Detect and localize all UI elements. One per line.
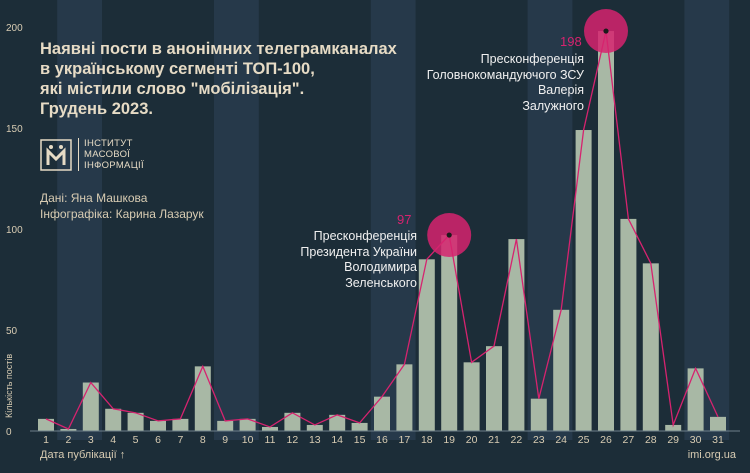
credits-data: Дані: Яна Машкова	[40, 191, 148, 205]
bar-day-29	[665, 424, 682, 431]
y-axis-title: Кількість постів	[4, 353, 14, 418]
peak-label-zaluzhny: 198	[560, 34, 582, 49]
x-axis-title: Дата публікації ↑	[40, 449, 125, 461]
bar-day-31	[710, 416, 726, 431]
bar-day-14	[329, 414, 346, 431]
x-tick-label: 19	[443, 434, 455, 446]
x-axis-ticks: 1 2 3 4 5 6 7 8 9 10 11 12 13 14 15 16 17 18 19 20 21 22 23 24 2…	[43, 434, 724, 446]
y-axis-ticks: 0 50 100 150 200	[6, 23, 23, 438]
x-tick-label: 25	[578, 434, 590, 446]
y-tick-label: 150	[6, 124, 23, 135]
bar-day-26	[598, 31, 614, 431]
y-tick-label: 200	[6, 23, 23, 34]
weekend-band-2	[214, 0, 259, 440]
x-tick-label: 18	[421, 434, 433, 446]
bar-day-30	[687, 368, 704, 431]
x-tick-label: 27	[623, 434, 635, 446]
annotation-zelensky: Пресконференція Президента України Волод…	[300, 229, 417, 290]
x-tick-label: 29	[667, 434, 679, 446]
x-tick-label: 4	[110, 434, 116, 446]
bar-day-5	[127, 412, 144, 431]
x-tick-label: 26	[600, 434, 612, 446]
x-tick-label: 8	[200, 434, 206, 446]
bar-day-13	[306, 424, 323, 431]
bar-day-23	[530, 398, 547, 431]
bar-day-12	[284, 412, 301, 431]
x-tick-label: 13	[309, 434, 321, 446]
x-tick-label: 21	[488, 434, 500, 446]
weekend-band-1	[57, 0, 102, 440]
bar-day-4	[105, 408, 122, 431]
bar-day-9	[217, 420, 234, 431]
x-tick-label: 15	[354, 434, 366, 446]
bar-day-25	[575, 130, 592, 431]
y-tick-label: 0	[6, 427, 12, 438]
x-tick-label: 7	[177, 434, 183, 446]
bar-day-10	[239, 418, 256, 431]
peak-highlights	[427, 9, 628, 258]
bar-day-6	[150, 420, 166, 431]
x-tick-label: 2	[65, 434, 71, 446]
x-tick-label: 22	[511, 434, 523, 446]
x-tick-label: 3	[88, 434, 94, 446]
logo-text: Інститут масової інформації	[78, 138, 144, 171]
bar-day-20	[463, 362, 480, 431]
bars	[38, 31, 726, 431]
x-tick-label: 30	[690, 434, 702, 446]
x-tick-label: 10	[242, 434, 254, 446]
x-tick-label: 6	[155, 434, 161, 446]
credits-infographic: Інфографіка: Карина Лазарук	[40, 207, 204, 221]
bar-day-28	[642, 263, 659, 431]
weekend-bands	[57, 0, 730, 440]
x-tick-label: 9	[222, 434, 228, 446]
bar-day-18	[418, 259, 435, 431]
x-tick-label: 20	[466, 434, 478, 446]
bar-day-3	[82, 382, 99, 431]
bar-day-2	[60, 428, 77, 431]
annotation-zaluzhny: Пресконференція Головнокомандуючого ЗСУ …	[426, 52, 584, 113]
x-tick-label: 24	[555, 434, 567, 446]
imi-logo-icon	[40, 138, 72, 171]
x-tick-label: 5	[133, 434, 139, 446]
x-tick-label: 23	[533, 434, 545, 446]
peak-label-zelensky: 97	[397, 212, 412, 227]
x-tick-label: 16	[376, 434, 388, 446]
bar-day-1	[38, 418, 54, 431]
bar-day-19	[441, 235, 458, 431]
x-tick-label: 28	[645, 434, 657, 446]
arrow-up-icon: ↑	[119, 449, 126, 461]
x-tick-label: 31	[712, 434, 724, 446]
bar-day-16	[374, 396, 390, 431]
x-tick-label: 11	[265, 434, 276, 446]
bar-day-22	[508, 239, 525, 431]
bar-day-11	[262, 426, 278, 431]
y-tick-label: 100	[6, 225, 23, 236]
peak-dot-zelensky	[446, 232, 452, 238]
bar-day-17	[396, 364, 413, 431]
x-tick-label: 1	[43, 434, 49, 446]
source-url: imi.org.ua	[687, 449, 736, 461]
bar-day-21	[486, 346, 502, 431]
weekend-band-5	[684, 0, 730, 440]
bar-day-27	[620, 218, 637, 431]
x-tick-label: 14	[331, 434, 343, 446]
logo: Інститут масової інформації	[40, 138, 144, 171]
peak-dot-zaluzhny	[603, 28, 609, 34]
x-tick-label: 12	[287, 434, 299, 446]
bar-day-8	[194, 366, 211, 431]
chart-title: Наявні пости в анонімних телеграмканалах…	[40, 40, 397, 118]
bar-day-24	[553, 309, 570, 431]
credits: Дані: Яна Машкова Інфографіка: Карина Ла…	[40, 190, 204, 222]
bar-day-7	[172, 418, 189, 431]
y-tick-label: 50	[6, 326, 18, 337]
x-tick-label: 17	[399, 434, 411, 446]
x-axis-title-text: Дата публікації	[40, 449, 117, 461]
bar-day-15	[351, 422, 368, 431]
